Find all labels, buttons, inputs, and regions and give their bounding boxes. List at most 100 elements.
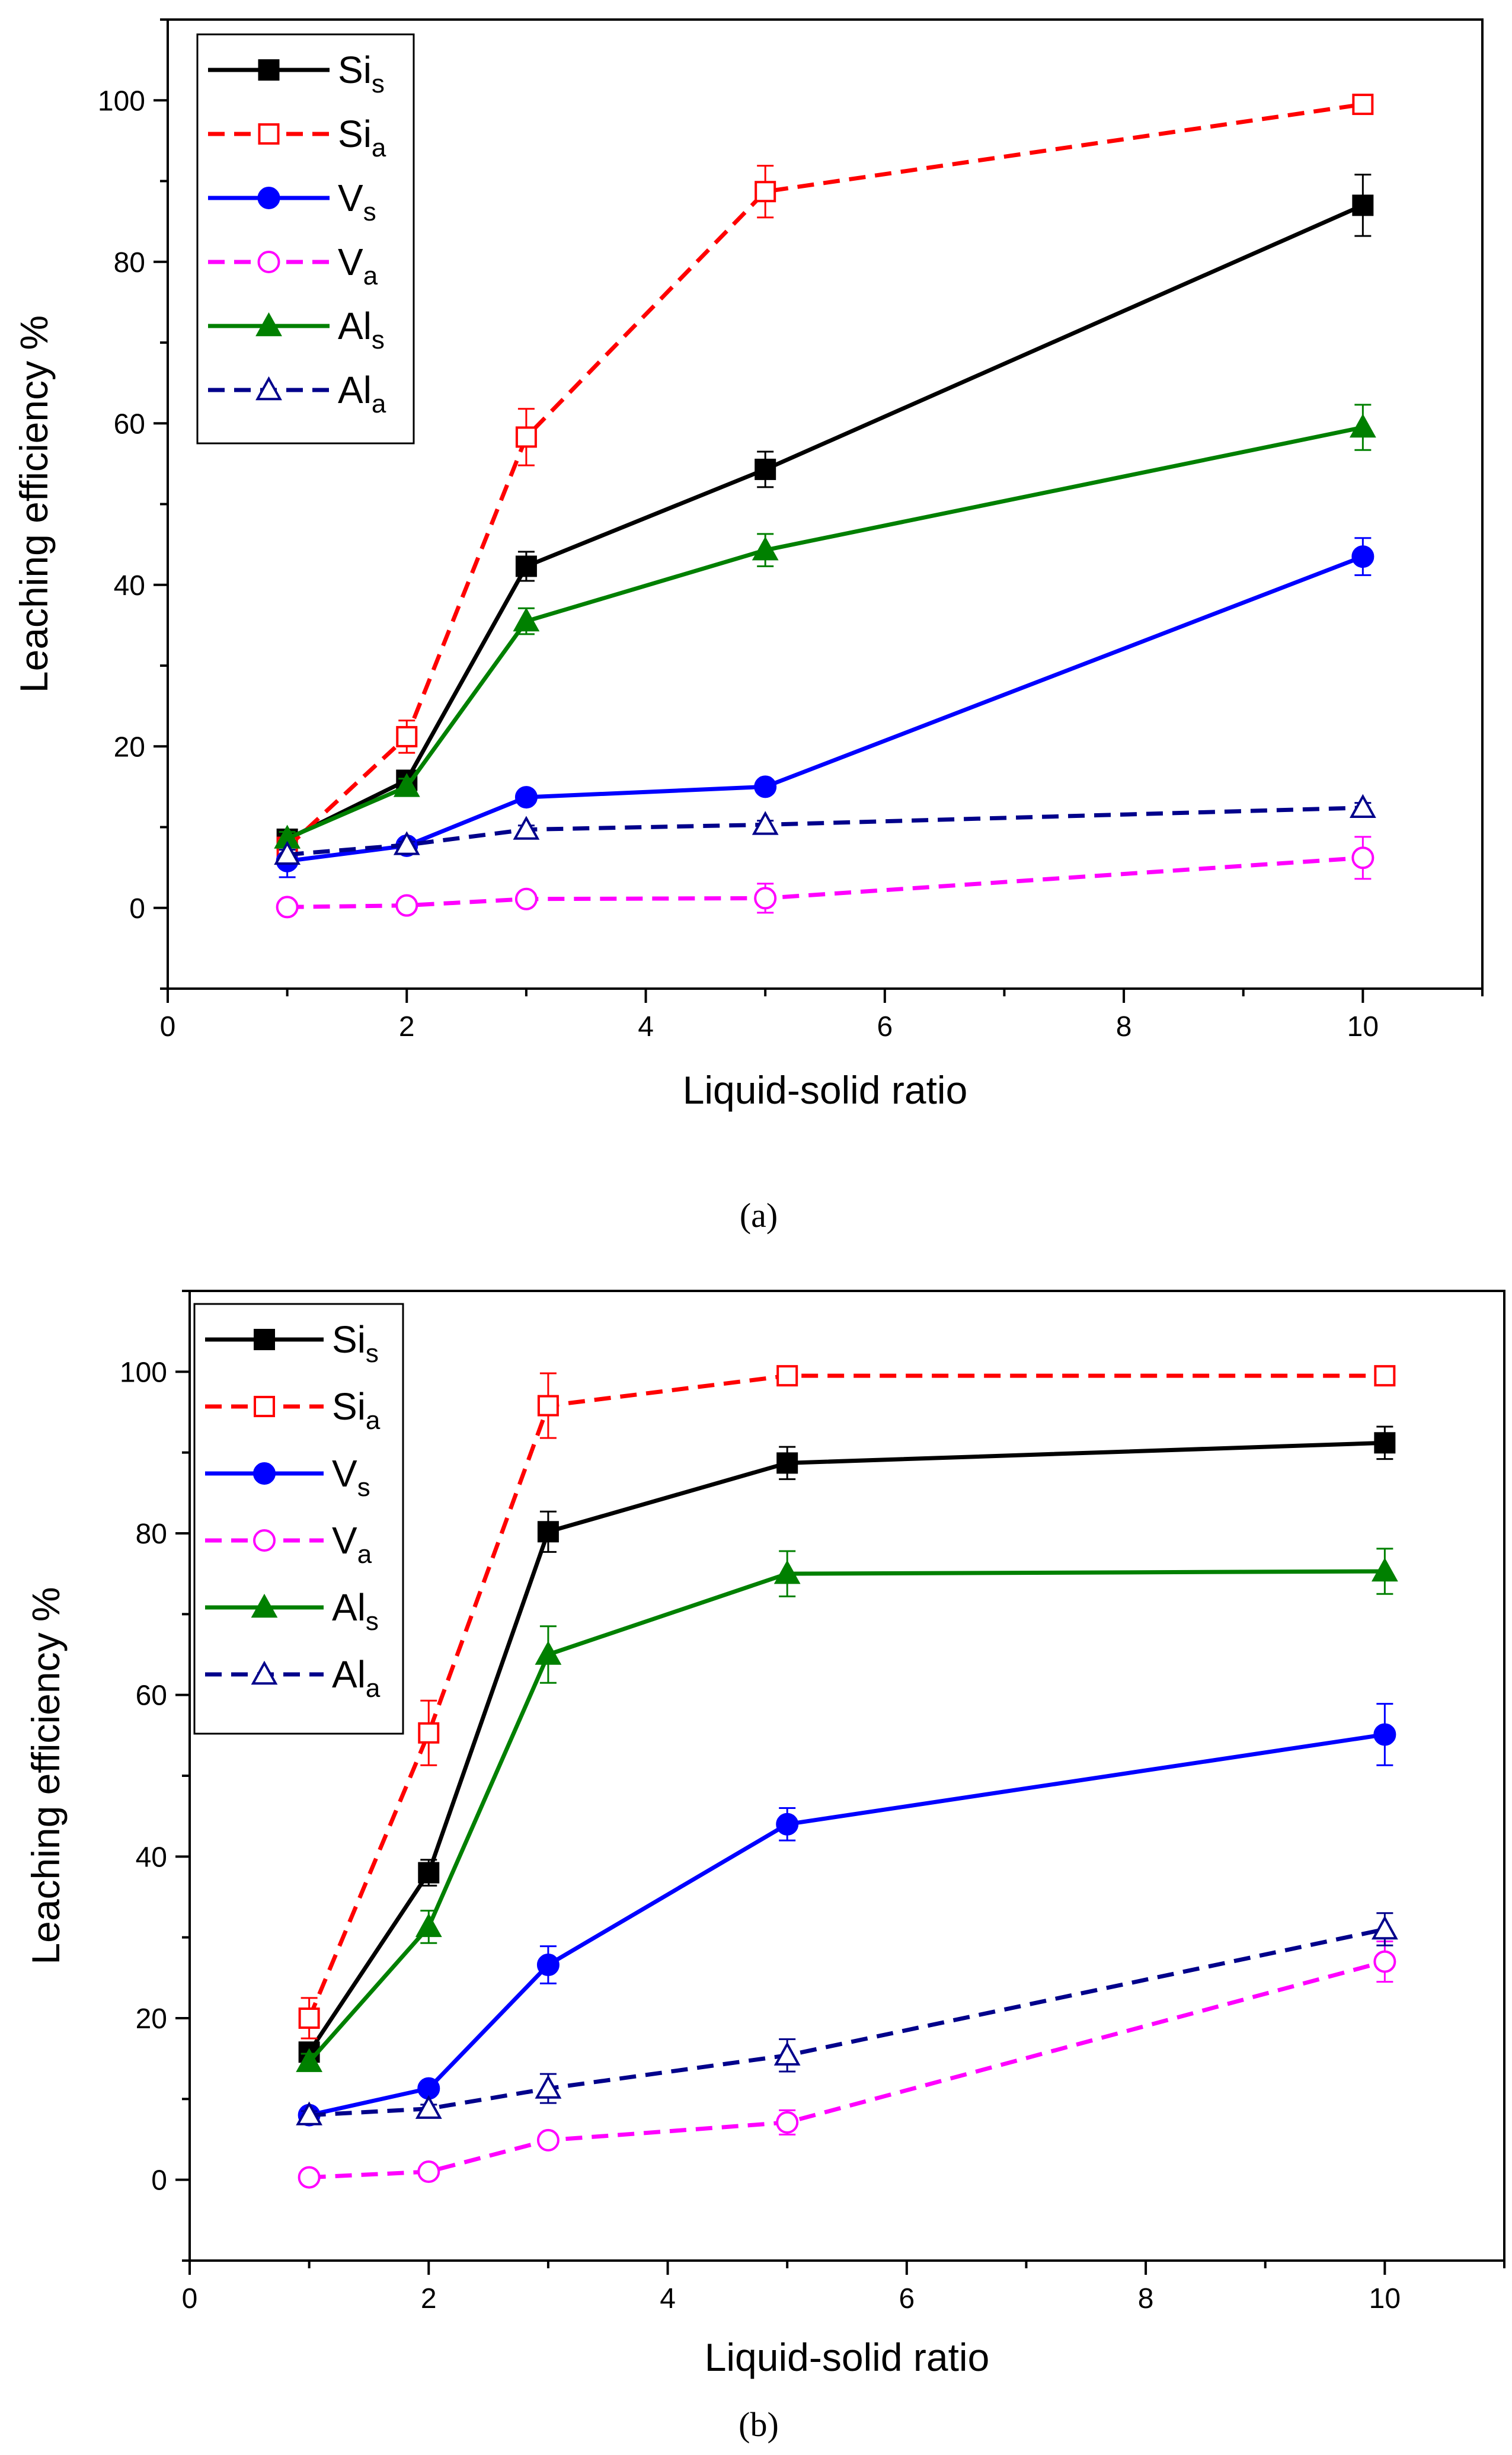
series-v-a: [298, 1940, 1396, 2189]
legend-label-al-s: Als: [338, 305, 385, 354]
legend-label-sub: s: [357, 1473, 370, 1502]
y-tick-label: 100: [98, 85, 145, 117]
legend-label-si-a: Sia: [338, 113, 386, 162]
data-point-si-s: [537, 1521, 559, 1543]
y-tick-label: 20: [114, 731, 145, 763]
data-point-v-a: [417, 2160, 440, 2184]
data-point-si-s: [776, 1452, 798, 1474]
data-point-si-a: [1374, 1365, 1396, 1387]
x-tick-label: 10: [1347, 1011, 1379, 1043]
legend-label-main: Al: [338, 369, 372, 411]
data-point-si-a: [776, 1365, 798, 1387]
y-tick-label: 0: [151, 2165, 167, 2197]
y-tick-label: 60: [136, 1680, 167, 1712]
y-axis-label: Leaching efficiency %: [24, 1587, 68, 1964]
legend-label-main: Si: [332, 1318, 366, 1361]
data-point-al-a: [274, 840, 301, 865]
y-tick-label: 40: [136, 1842, 167, 1873]
legend-label-main: Si: [338, 113, 372, 155]
x-tick-label: 4: [660, 2283, 676, 2315]
legend-label-si-s: Sis: [338, 49, 385, 98]
data-point-v-s: [776, 1813, 799, 1836]
y-tick-label: 80: [136, 1519, 167, 1550]
legend-label-v-a: Va: [332, 1519, 372, 1569]
x-tick-label: 4: [638, 1011, 654, 1043]
legend-label-v-a: Va: [338, 241, 378, 290]
legend-marker-al-s: [251, 1593, 278, 1618]
legend-label-sub: a: [366, 1674, 381, 1703]
data-point-al-s: [415, 1913, 442, 1938]
data-point-v-s: [536, 1954, 560, 1977]
legend-label-si-s: Sis: [332, 1318, 379, 1368]
legend-label-main: Si: [332, 1385, 366, 1428]
x-tick-label: 6: [899, 2283, 915, 2315]
y-tick-label: 60: [114, 408, 145, 440]
legend-label-v-s: Vs: [338, 177, 376, 226]
data-point-si-s: [418, 1862, 440, 1884]
legend-label-v-s: Vs: [332, 1452, 370, 1502]
data-point-si-a: [537, 1395, 559, 1417]
data-point-si-s: [515, 555, 537, 577]
legend-marker-si-s: [258, 59, 280, 81]
legend-label-main: Al: [332, 1653, 366, 1696]
series-al-a: [296, 1912, 1398, 2125]
data-point-al-a: [415, 2095, 442, 2119]
data-point-al-s: [1349, 413, 1376, 438]
data-point-v-a: [754, 887, 777, 910]
legend-box: [193, 1303, 404, 1735]
data-point-al-a: [393, 831, 420, 855]
data-point-si-a: [418, 1722, 440, 1744]
legend-marker-si-a: [258, 123, 280, 145]
x-tick-label: 0: [182, 2283, 198, 2315]
y-tick-label: 80: [114, 247, 145, 279]
data-point-v-a: [536, 2128, 560, 2152]
legend-label-al-a: Ala: [338, 369, 386, 418]
series-al-a: [274, 794, 1376, 865]
series-al-s: [274, 404, 1376, 849]
data-point-v-s: [754, 775, 777, 798]
x-axis-label: Liquid-solid ratio: [705, 2335, 990, 2379]
legend-marker-al-s: [255, 312, 282, 337]
data-point-si-a: [396, 725, 418, 747]
data-point-v-a: [395, 894, 418, 917]
data-point-al-a: [535, 2074, 562, 2099]
legend-marker-v-a: [257, 251, 280, 273]
legend-label-main: V: [332, 1519, 357, 1562]
legend-label-sub: s: [372, 325, 385, 354]
legend-label-al-s: Als: [332, 1586, 379, 1636]
legend-label-sub: a: [372, 389, 386, 418]
data-point-si-s: [755, 458, 776, 480]
legend-label-main: V: [332, 1452, 357, 1495]
data-point-al-a: [773, 2041, 801, 2066]
legend-label-main: Si: [338, 49, 372, 91]
data-point-v-s: [514, 786, 538, 809]
legend-marker-si-a: [254, 1396, 275, 1417]
legend-label-main: V: [338, 241, 363, 283]
series-v-a: [276, 836, 1374, 919]
legend-marker-al-a: [255, 376, 282, 401]
data-point-v-a: [776, 2111, 799, 2134]
series-si-a: [276, 94, 1374, 858]
data-point-al-s: [296, 2048, 323, 2072]
data-point-v-a: [514, 887, 538, 910]
caption-b: (b): [739, 2405, 779, 2444]
series-si-a: [298, 1365, 1396, 2040]
data-point-si-a: [1352, 94, 1374, 116]
data-point-v-a: [1373, 1950, 1396, 1973]
series-si-s: [298, 1425, 1396, 2063]
legend-marker-v-s: [253, 1462, 276, 1485]
series-al-s: [296, 1548, 1398, 2072]
legend-label-sub: s: [366, 1607, 379, 1636]
x-axis-label: Liquid-solid ratio: [683, 1068, 968, 1112]
data-point-al-a: [752, 811, 779, 835]
legend-marker-v-s: [257, 187, 280, 209]
data-point-v-s: [1373, 1723, 1396, 1746]
legend-label-sub: s: [363, 197, 376, 226]
data-point-al-a: [513, 816, 540, 840]
legend-label-al-a: Ala: [332, 1653, 381, 1703]
y-tick-label: 0: [129, 893, 145, 925]
